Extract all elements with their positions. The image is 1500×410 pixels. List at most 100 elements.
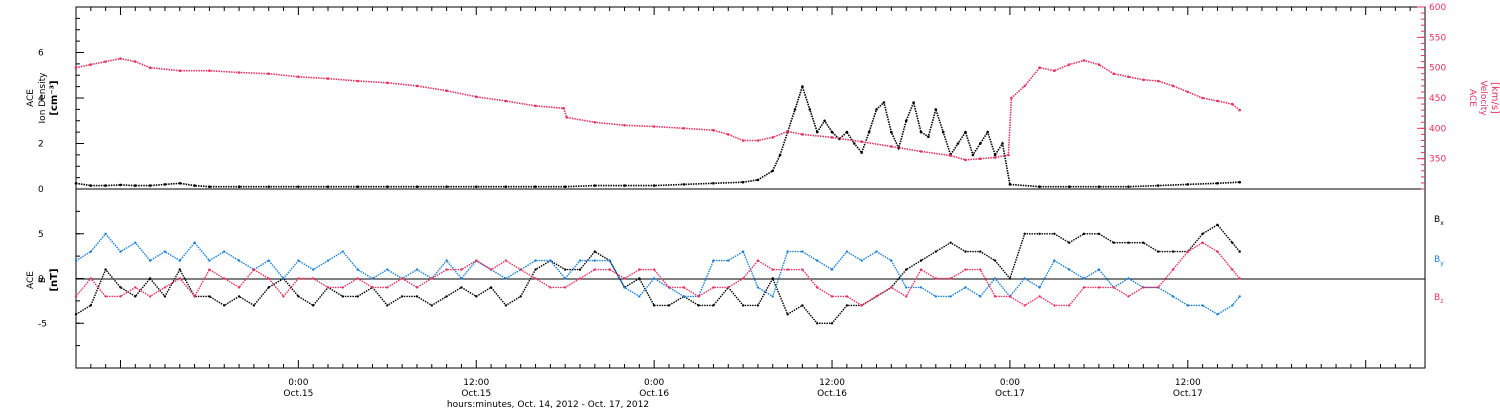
bz-point: [74, 295, 78, 298]
by-point: [875, 250, 878, 253]
density-tick-label: 4: [38, 94, 44, 104]
by-point: [638, 295, 641, 298]
density-point: [119, 183, 122, 187]
by-point: [860, 259, 863, 262]
density-point: [208, 185, 211, 188]
velocity-point: [1082, 59, 1086, 62]
velocity-point: [1127, 75, 1130, 79]
velocity-tick-label: 400: [1429, 124, 1446, 134]
bz-series-line: [75, 241, 1241, 307]
by-point: [934, 295, 937, 298]
by-point: [756, 286, 760, 289]
density-point: [1038, 185, 1041, 188]
bx-point: [667, 304, 671, 307]
bz-point: [697, 295, 700, 298]
bx-point: [489, 286, 493, 289]
velocity-point: [386, 81, 389, 85]
bx-point: [934, 250, 937, 253]
bz-point: [578, 277, 582, 280]
bz-point: [786, 268, 789, 271]
density-point: [904, 119, 908, 123]
bz-point: [237, 286, 241, 289]
bz-point: [326, 286, 330, 289]
bx-point: [341, 295, 344, 298]
bx-point: [1053, 232, 1056, 235]
by-point: [223, 250, 226, 253]
velocity-point: [356, 79, 360, 83]
bx-point: [119, 286, 122, 289]
density-point: [771, 169, 774, 173]
density-point: [808, 108, 812, 111]
velocity-point: [475, 95, 478, 99]
bz-point: [386, 286, 389, 289]
bz-point: [119, 295, 122, 298]
velocity-point: [1010, 96, 1013, 100]
density-point: [89, 184, 93, 187]
bx-point: [964, 250, 967, 253]
bz-point: [475, 259, 478, 262]
bz-point: [430, 277, 433, 280]
bx-point: [578, 268, 582, 271]
density-point: [563, 185, 567, 188]
by-point: [1082, 277, 1086, 280]
velocity-point: [623, 124, 626, 127]
by-point: [830, 268, 834, 271]
velocity-tick-label: 600: [1429, 3, 1446, 13]
bx-point: [993, 259, 997, 262]
bx-point: [386, 304, 389, 307]
density-ylabel-unit: [cm⁻³]: [49, 80, 60, 115]
bx-point: [356, 295, 359, 298]
density-point: [356, 185, 360, 188]
by-point: [312, 268, 315, 271]
bx-point: [475, 295, 478, 298]
velocity-point: [1023, 84, 1026, 88]
bx-point: [1238, 250, 1241, 253]
velocity-point: [712, 128, 715, 132]
velocity-point: [415, 84, 419, 88]
by-point: [208, 259, 211, 262]
density-point: [912, 101, 915, 104]
bx-point: [979, 250, 982, 253]
by-point: [1068, 268, 1071, 271]
by-point: [341, 250, 344, 253]
by-point: [845, 250, 849, 253]
density-point: [386, 185, 389, 188]
bx-point: [134, 295, 137, 298]
bx-point: [1231, 241, 1234, 244]
by-point: [119, 250, 122, 253]
bx-point: [1008, 277, 1012, 280]
bx-point: [178, 268, 181, 271]
by-point: [1023, 277, 1026, 280]
b-ylabel-unit: [nT]: [49, 268, 60, 291]
x-tick-date-label: Oct.16: [639, 389, 669, 399]
bx-point: [237, 295, 241, 298]
density-point: [178, 182, 182, 185]
bx-point: [519, 295, 522, 298]
density-point: [964, 130, 967, 134]
by-point: [134, 241, 137, 244]
bx-point: [252, 304, 256, 307]
bx-point: [1142, 241, 1145, 244]
density-point: [445, 185, 448, 188]
velocity-point: [993, 156, 997, 159]
bz-point: [460, 268, 463, 271]
velocity-point: [1231, 102, 1234, 106]
by-point: [445, 259, 448, 262]
velocity-ylabel-line2: Velocity: [1478, 80, 1488, 116]
by-point: [1097, 268, 1101, 271]
by-point: [297, 259, 300, 262]
velocity-point: [1216, 99, 1219, 103]
bx-point: [712, 304, 715, 307]
x-tick-time-label: 0:00: [644, 378, 664, 388]
density-point: [1067, 185, 1071, 188]
by-point: [163, 250, 167, 253]
velocity-point: [326, 77, 330, 80]
bx-point: [148, 277, 152, 280]
velocity-point: [1201, 96, 1204, 100]
bx-point: [163, 295, 167, 298]
bx-point: [786, 313, 789, 316]
velocity-point: [1053, 69, 1056, 72]
density-tick-label: 2: [38, 140, 44, 150]
by-point: [608, 259, 611, 262]
